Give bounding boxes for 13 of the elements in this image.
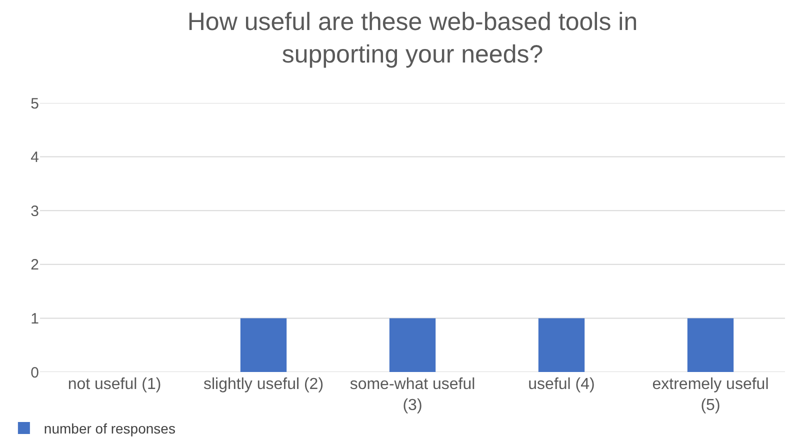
x-tick-label: slightly useful (2) bbox=[203, 376, 324, 393]
chart-title: How useful are these web-based tools in supporting your needs? bbox=[187, 8, 638, 69]
x-tick-label: some-what useful (3) bbox=[350, 376, 476, 414]
y-tick-label: 4 bbox=[30, 149, 39, 166]
y-tick-label: 5 bbox=[30, 95, 39, 112]
y-tick-label: 0 bbox=[30, 364, 39, 382]
legend-label: number of responses bbox=[44, 420, 176, 436]
x-tick-label: useful (4) bbox=[528, 376, 595, 393]
y-tick-label: 1 bbox=[30, 310, 39, 328]
x-tick-label: not useful (1) bbox=[68, 376, 162, 393]
y-tick-label: 2 bbox=[30, 256, 39, 274]
y-tick-label: 3 bbox=[30, 202, 39, 220]
x-tick-label: extremely useful (5) bbox=[652, 376, 769, 414]
